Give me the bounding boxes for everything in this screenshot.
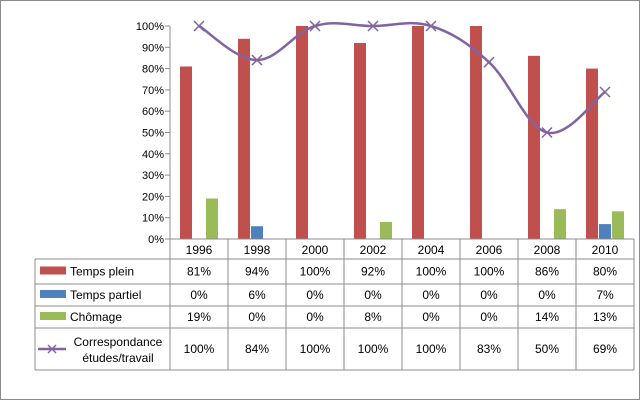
bar-temps-plein-2006 [470,26,482,239]
bar-temps-partiel-2010 [599,224,611,239]
data-label-correspondance-tudes-travail-2002: 100% [358,342,389,356]
data-label-temps-partiel-2008: 0% [538,288,556,302]
y-tick-label: 50% [142,128,164,140]
bar-temps-partiel-1998 [251,226,263,239]
legend-key-temps-plein [40,266,66,275]
category-label-2006: 2006 [476,243,503,257]
category-label-1996: 1996 [186,243,213,257]
line-marker-2006 [483,56,495,68]
data-label-correspondance-tudes-travail-2004: 100% [416,342,447,356]
category-label-2002: 2002 [360,243,387,257]
category-label-2008: 2008 [534,243,561,257]
data-label-correspondance-tudes-travail-2010: 69% [593,342,617,356]
bar-temps-plein-2000 [296,26,308,239]
data-label-temps-plein-2010: 80% [593,265,617,279]
data-label-temps-partiel-2010: 7% [596,288,614,302]
y-tick-label: 60% [142,106,164,118]
data-label-ch-mage-2010: 13% [593,310,617,324]
data-label-temps-partiel-1996: 0% [190,288,208,302]
line-marker-2010 [599,86,611,98]
data-label-ch-mage-2008: 14% [535,310,559,324]
bar-temps-plein-2004 [412,26,424,239]
bar-temps-plein-1996 [180,66,192,239]
line-marker-2002 [367,20,379,32]
legend-label-temps-partiel: Temps partiel [70,288,141,302]
line-marker-1996 [193,20,205,32]
data-label-temps-plein-2008: 86% [535,265,559,279]
data-label-ch-mage-2000: 0% [306,310,324,324]
bar-ch-mage-1996 [206,198,218,239]
y-tick-label: 30% [142,170,164,182]
y-tick-label: 70% [142,85,164,97]
data-label-temps-plein-2004: 100% [416,265,447,279]
line-marker-2008 [541,126,553,139]
legend-key-ch-mage [40,312,66,320]
legend-key-marker [47,344,57,354]
data-label-ch-mage-2004: 0% [422,310,440,324]
data-label-temps-plein-1998: 94% [245,265,269,279]
data-label-temps-partiel-1998: 6% [248,288,266,302]
y-tick-label: 10% [142,213,164,225]
line-marker-1998 [251,54,263,66]
legend-label-temps-plein: Temps plein [70,265,134,279]
y-tick-label: 40% [142,149,164,161]
bar-temps-plein-2010 [586,68,598,239]
bar-temps-plein-2008 [528,55,540,239]
bar-ch-mage-2002 [380,221,392,239]
y-tick-label: 90% [142,42,164,54]
category-label-2004: 2004 [418,243,445,257]
category-label-2010: 2010 [592,243,619,257]
bar-ch-mage-2010 [612,211,624,239]
data-label-temps-plein-2000: 100% [300,265,331,279]
legend-label-line-1: Correspondance [74,335,163,349]
y-tick-label: 80% [142,64,164,76]
bar-temps-plein-2002 [354,43,366,239]
data-label-temps-partiel-2002: 0% [364,288,382,302]
bar-temps-plein-1998 [238,38,250,239]
data-label-temps-partiel-2006: 0% [480,288,498,302]
data-label-correspondance-tudes-travail-1998: 84% [245,342,269,356]
y-tick-label: 20% [142,191,164,203]
line-marker-2000 [309,20,321,32]
data-label-correspondance-tudes-travail-2000: 100% [300,342,331,356]
y-tick-label: 0% [148,234,164,246]
data-label-temps-partiel-2004: 0% [422,288,440,302]
data-label-temps-partiel-2000: 0% [306,288,324,302]
data-label-correspondance-tudes-travail-1996: 100% [184,342,215,356]
y-tick-label: 100% [136,21,164,33]
bar-ch-mage-2008 [554,209,566,239]
data-label-ch-mage-1998: 0% [248,310,266,324]
category-label-2000: 2000 [302,243,329,257]
line-correspondance-etudes-travail [198,21,606,135]
legend-label-line-2: études/travail [82,351,153,365]
category-label-1998: 1998 [244,243,271,257]
line-marker-2004 [425,20,437,32]
data-label-ch-mage-1996: 19% [187,310,211,324]
data-label-ch-mage-2002: 8% [364,310,382,324]
legend-key-temps-partiel [40,290,66,298]
legend-label-ch-mage: Chômage [70,310,122,324]
data-label-correspondance-tudes-travail-2008: 50% [535,342,559,356]
data-label-temps-plein-1996: 81% [187,265,211,279]
data-label-ch-mage-2006: 0% [480,310,498,324]
data-label-temps-plein-2002: 92% [361,265,385,279]
data-label-correspondance-tudes-travail-2006: 83% [477,342,501,356]
data-label-temps-plein-2006: 100% [474,265,505,279]
